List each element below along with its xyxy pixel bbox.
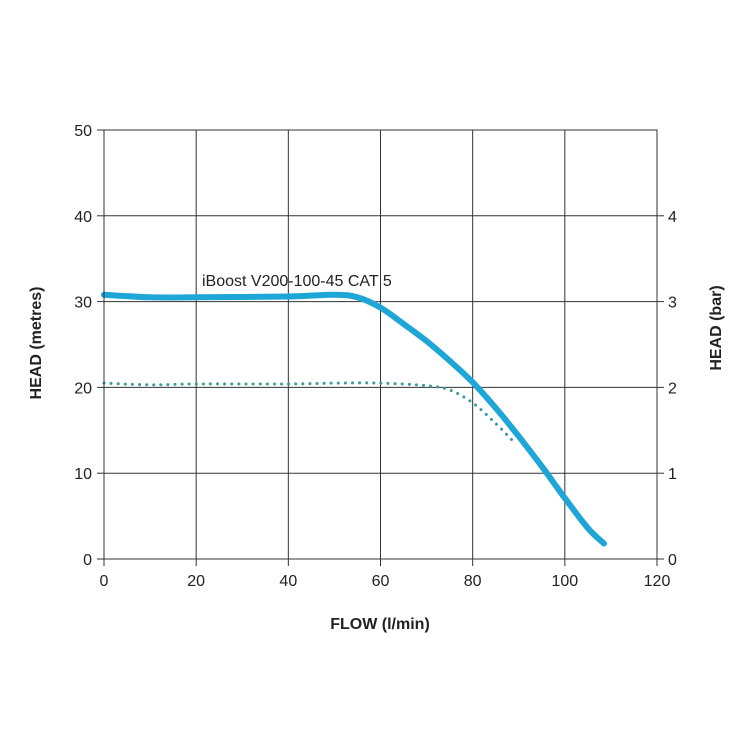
x-tick-label-0: 0 <box>100 573 109 590</box>
series-line-solid <box>101 291 607 547</box>
y2-axis-title: HEAD (bar) <box>708 285 725 370</box>
tick-labels: 0 20 40 60 80 100 120 0 10 20 30 40 50 0 1 2 3 4 <box>74 123 677 590</box>
grid-lines <box>103 129 658 560</box>
plot-frame <box>103 129 658 560</box>
x-tick-label-60: 60 <box>372 573 390 590</box>
curve-annotation: iBoost V200-100-45 CAT 5 <box>202 273 392 290</box>
x-tick-label-120: 120 <box>644 573 671 590</box>
x-axis-title: FLOW (l/min) <box>330 616 430 633</box>
y-tick-label-40: 40 <box>74 209 92 226</box>
y-tick-label-30: 30 <box>74 295 92 312</box>
x-tick-label-100: 100 <box>551 573 578 590</box>
y-axis-title: HEAD (metres) <box>28 287 45 400</box>
x-tick-label-40: 40 <box>279 573 297 590</box>
y2-tick-label-1: 1 <box>668 466 677 483</box>
y2-tick-label-0: 0 <box>668 552 677 569</box>
y-tick-label-10: 10 <box>74 466 92 483</box>
y-tick-label-0: 0 <box>83 552 92 569</box>
series-lines <box>101 291 607 547</box>
y2-tick-label-3: 3 <box>668 295 677 312</box>
axes <box>97 129 664 566</box>
x-tick-label-80: 80 <box>464 573 482 590</box>
y-tick-label-50: 50 <box>74 123 92 140</box>
y-tick-label-20: 20 <box>74 380 92 397</box>
y2-tick-label-2: 2 <box>668 380 677 397</box>
x-tick-label-20: 20 <box>187 573 205 590</box>
y2-tick-label-4: 4 <box>668 209 677 226</box>
series-line-dotted <box>102 381 516 444</box>
